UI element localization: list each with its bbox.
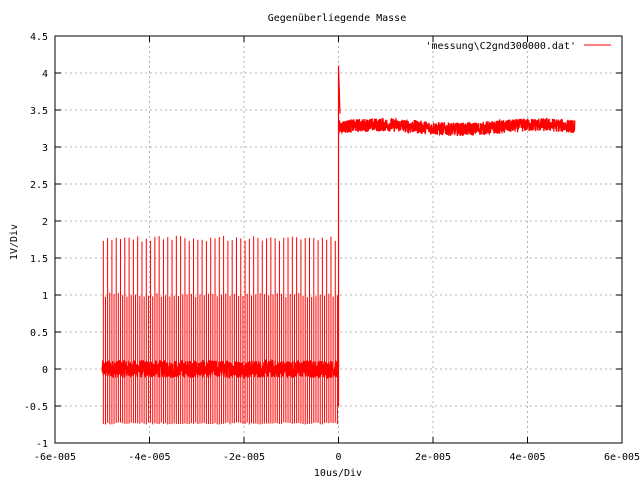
y-tick-label: 4 xyxy=(42,69,48,80)
x-tick-label: 2e-005 xyxy=(415,452,451,463)
y-tick-label: 2.5 xyxy=(30,180,48,191)
y-tick-label: 4.5 xyxy=(30,32,48,43)
x-tick-labels: -6e-005 -4e-005 -2e-005 0 2e-005 4e-005 6e-005 xyxy=(34,452,640,463)
y-tick-label: 3.5 xyxy=(30,106,48,117)
series-step-edge xyxy=(337,65,341,406)
y-tick-label: -1 xyxy=(36,439,48,450)
y-tick-label: 0 xyxy=(42,365,48,376)
y-tick-label: 0.5 xyxy=(30,328,48,339)
axis-ticks xyxy=(54,35,623,444)
y-tick-label: -0.5 xyxy=(24,402,48,413)
x-axis-label: 10us/Div xyxy=(314,468,362,479)
legend-label: 'messung\C2gnd300000.dat' xyxy=(425,41,576,52)
y-tick-labels: -1 -0.5 0 0.5 1 1.5 2 2.5 3 3.5 4 4.5 xyxy=(24,32,48,450)
x-tick-label: -6e-005 xyxy=(34,452,76,463)
series-line-plateau xyxy=(337,116,576,137)
series-spikes xyxy=(102,235,338,425)
y-tick-label: 1.5 xyxy=(30,254,48,265)
x-tick-label: -2e-005 xyxy=(223,452,265,463)
x-tick-label: 6e-005 xyxy=(604,452,640,463)
x-tick-label: 4e-005 xyxy=(509,452,545,463)
y-tick-label: 1 xyxy=(42,291,48,302)
legend: 'messung\C2gnd300000.dat' xyxy=(425,41,611,52)
x-tick-label: -4e-005 xyxy=(128,452,170,463)
y-tick-label: 3 xyxy=(42,143,48,154)
series-line-group xyxy=(101,65,576,425)
x-tick-label: 0 xyxy=(335,452,341,463)
y-axis-label: 1V/Div xyxy=(9,224,20,260)
y-tick-label: 2 xyxy=(42,217,48,228)
chart-title: Gegenüberliegende Masse xyxy=(268,13,406,24)
